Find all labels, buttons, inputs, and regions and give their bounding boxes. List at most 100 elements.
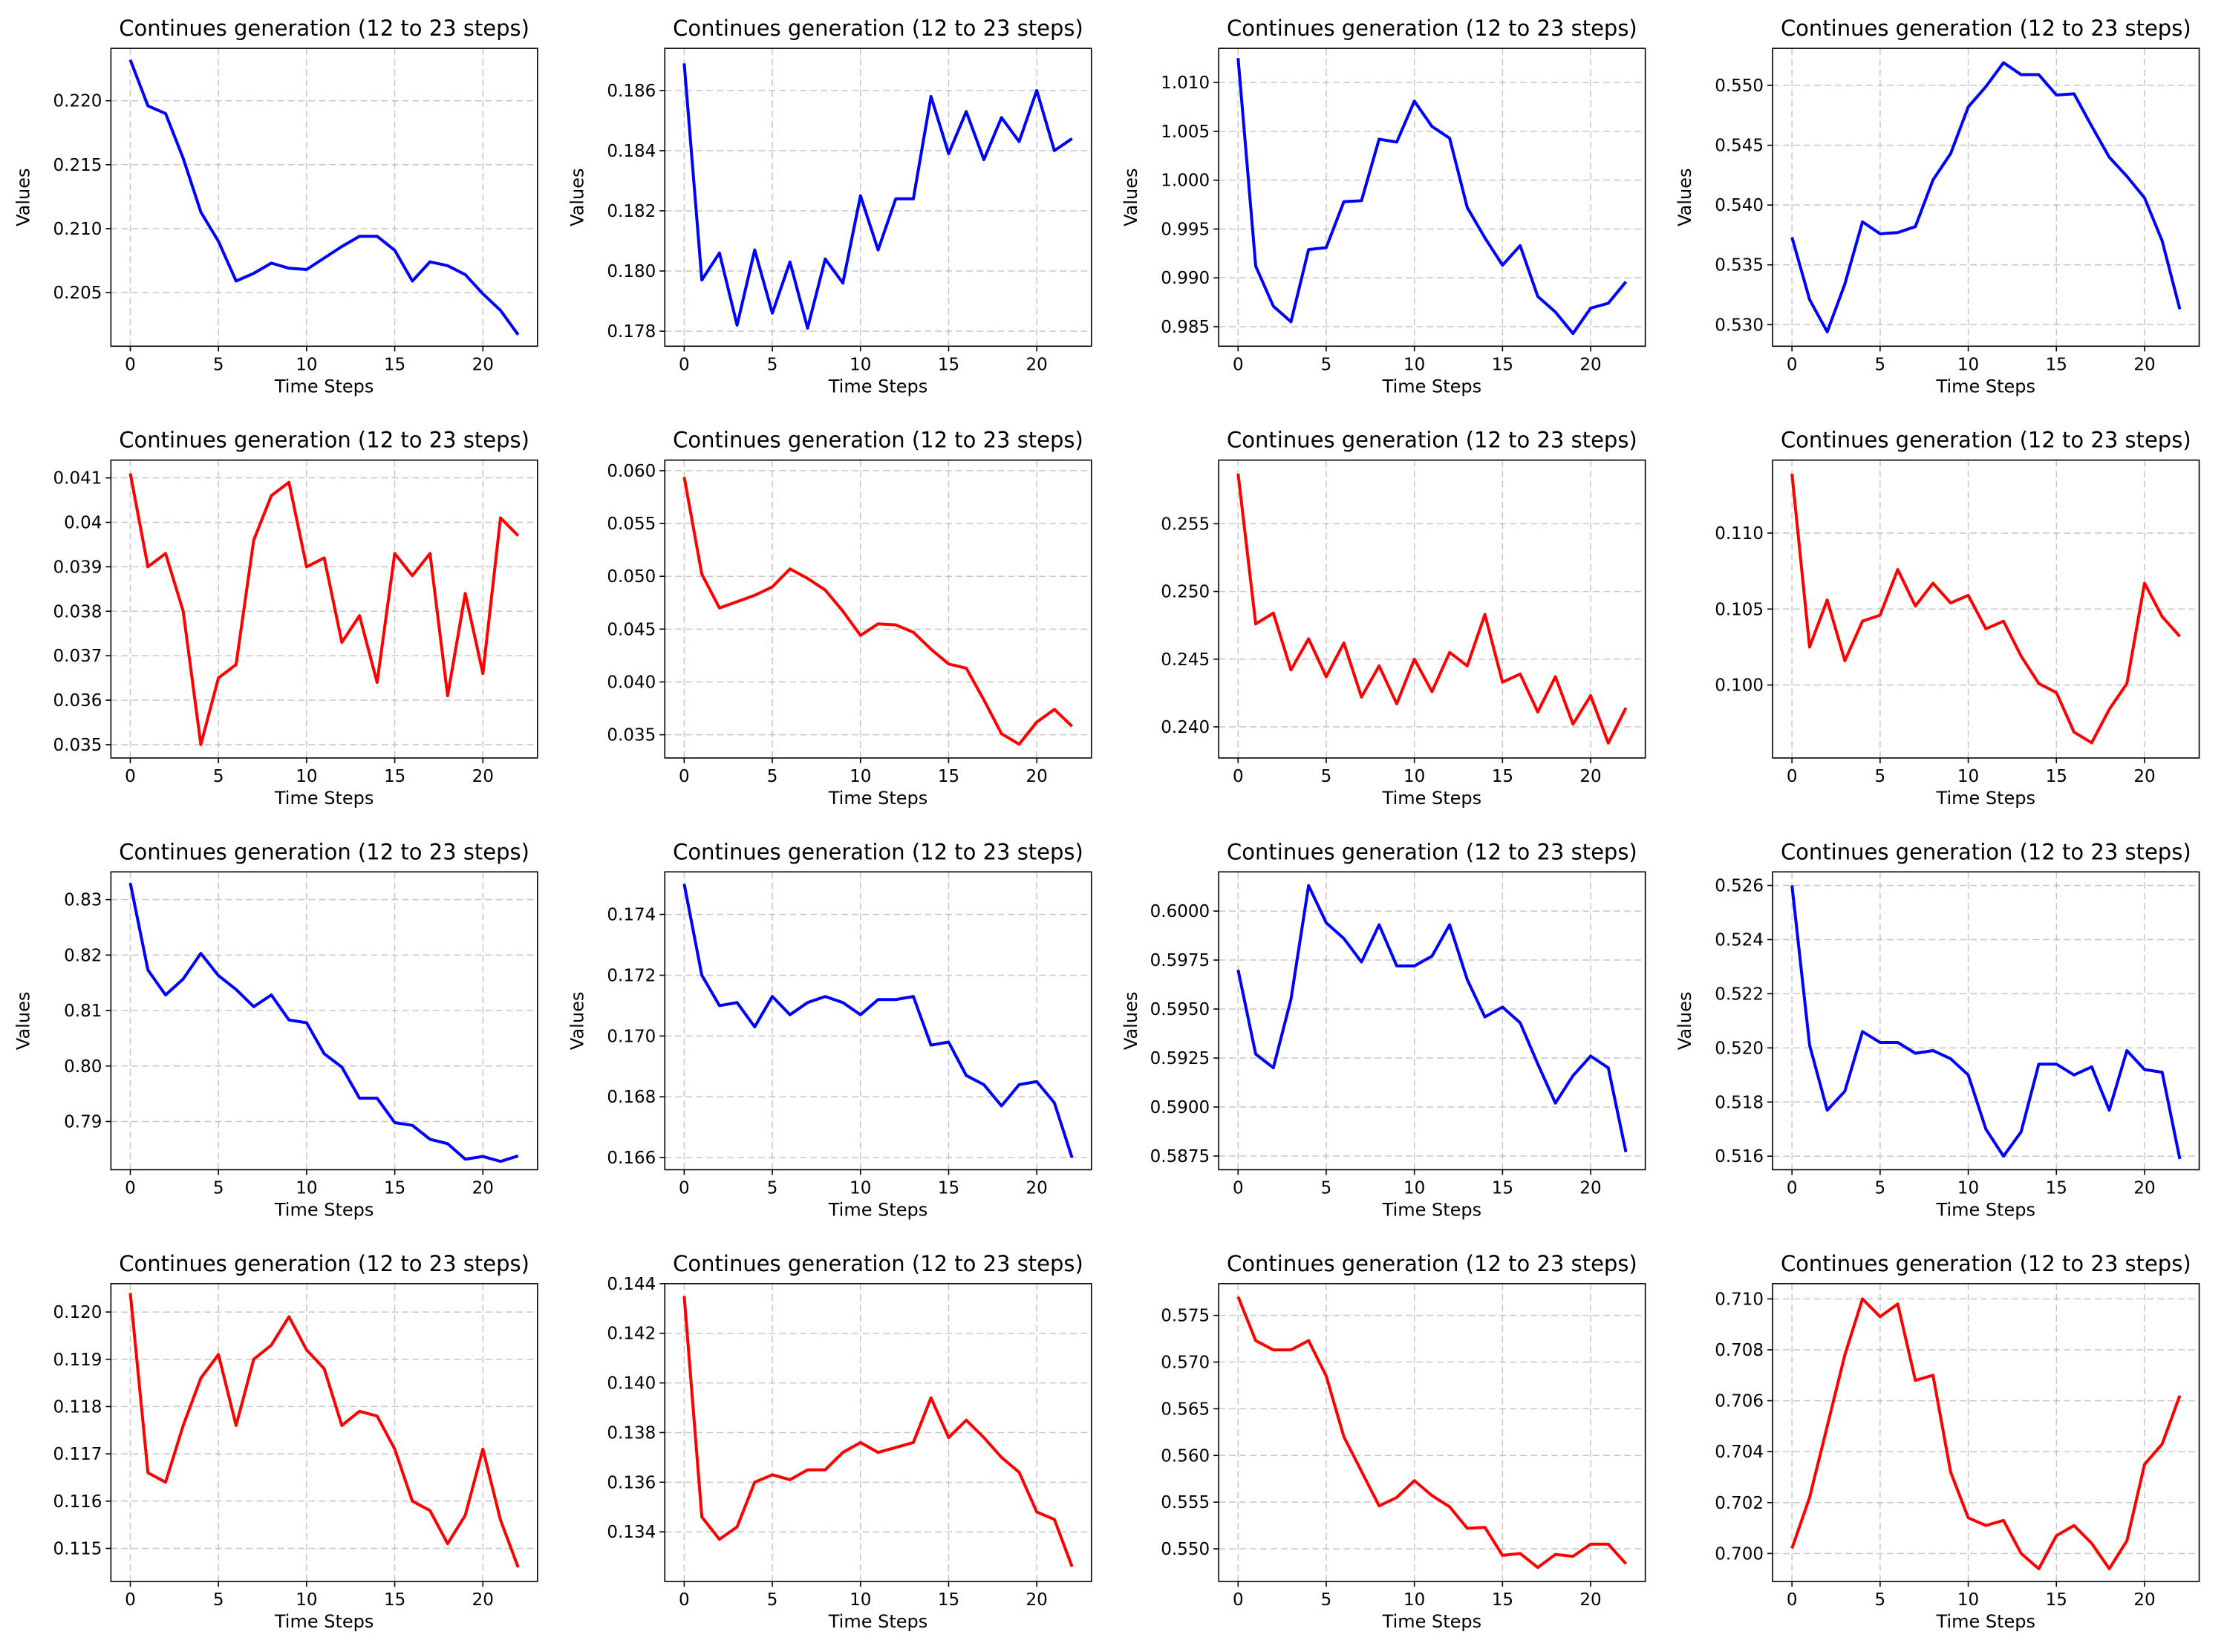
x-axis-label: Time Steps: [1936, 1611, 2036, 1632]
subplot: 0 5 10 15 20 0.530 0.535 0.540 0.545 0.550 Continu…: [1675, 16, 2200, 396]
plot-frame: [1218, 871, 1646, 1171]
x-axis-label: Time Steps: [274, 376, 374, 396]
subplot: 0 5 10 15 20 0.79 0.80 0.81 0.82 0.83 Continues ge…: [13, 839, 538, 1220]
subplot-title: Continues generation (12 to 23 steps): [1781, 839, 2191, 864]
y-tick-label: 0.166: [607, 1149, 656, 1168]
x-tick-label: 15: [2046, 767, 2067, 786]
x-tick-label: 0: [679, 1590, 690, 1610]
y-tick-label: 0.205: [53, 284, 102, 303]
data-line: [1236, 884, 1628, 1153]
y-tick-label: 0.186: [607, 82, 656, 101]
plot-frame: [664, 48, 1092, 347]
y-tick-label: 0.540: [1715, 196, 1764, 215]
x-tick-label: 10: [296, 767, 317, 786]
y-axis-label: Values: [13, 168, 33, 226]
x-tick-label: 20: [1026, 1590, 1048, 1610]
x-tick-label: 5: [213, 767, 224, 786]
y-tick-label: 0.530: [1715, 316, 1764, 335]
data-line: [682, 1296, 1074, 1567]
y-tick-label: 0.215: [53, 156, 102, 175]
x-tick-label: 15: [1492, 1178, 1513, 1198]
x-tick-label: 5: [1321, 767, 1332, 786]
x-tick-label: 15: [384, 1590, 405, 1610]
x-tick-label: 20: [1579, 355, 1601, 374]
x-axis-label: Time Steps: [828, 1199, 928, 1220]
x-tick-label: 5: [767, 1178, 778, 1198]
y-tick-label: 0.560: [1161, 1446, 1210, 1466]
x-tick-label: 0: [125, 1178, 136, 1198]
subplot: 0 5 10 15 20 0.550 0.555 0.560 0.565 0.570 0.575 Co…: [1161, 1251, 1646, 1632]
x-tick-label: 10: [1403, 767, 1425, 786]
subplot-title: Continues generation (12 to 23 steps): [1227, 1251, 1637, 1276]
y-tick-label: 0.83: [64, 891, 102, 910]
x-tick-label: 20: [2133, 1178, 2155, 1198]
subplot: 0 5 10 15 20 0.035 0.036 0.037 0.038 0.039 0.04 0.0…: [53, 428, 538, 809]
subplot: 0 5 10 15 20 0.700 0.702 0.704 0.706 0.708 0.710 Co…: [1715, 1251, 2200, 1632]
y-tick-label: 0.116: [53, 1492, 102, 1512]
y-tick-label: 0.110: [1715, 524, 1764, 543]
x-tick-label: 20: [2133, 767, 2155, 786]
x-tick-label: 20: [1579, 1178, 1601, 1198]
subplot: 0 5 10 15 20 0.240 0.245 0.250 0.255 Continues ge…: [1161, 428, 1646, 809]
subplot-title: Continues generation (12 to 23 steps): [673, 1251, 1083, 1276]
y-tick-label: 0.240: [1161, 718, 1210, 737]
y-tick-label: 0.119: [53, 1351, 102, 1370]
y-tick-label: 0.115: [53, 1539, 102, 1558]
y-tick-label: 0.140: [607, 1374, 656, 1394]
x-tick-label: 5: [767, 355, 778, 374]
y-axis-label: Values: [1675, 168, 1695, 226]
y-tick-label: 0.5900: [1150, 1098, 1210, 1117]
y-tick-label: 0.524: [1715, 930, 1764, 950]
subplot-title: Continues generation (12 to 23 steps): [1781, 16, 2191, 41]
subplot-title: Continues generation (12 to 23 steps): [673, 16, 1083, 41]
x-tick-label: 0: [1787, 767, 1798, 786]
x-tick-label: 10: [1957, 1590, 1979, 1610]
plot-frame: [1218, 48, 1646, 347]
y-tick-label: 0.105: [1715, 600, 1764, 619]
y-tick-label: 0.708: [1715, 1341, 1764, 1360]
x-tick-label: 10: [850, 1590, 871, 1610]
x-tick-label: 15: [938, 1178, 959, 1198]
y-tick-label: 0.5925: [1150, 1049, 1210, 1068]
x-tick-label: 20: [1026, 355, 1048, 374]
x-tick-label: 15: [384, 355, 405, 374]
x-tick-label: 5: [213, 1178, 224, 1198]
x-tick-label: 0: [125, 355, 136, 374]
subplot-title: Continues generation (12 to 23 steps): [119, 16, 529, 41]
x-tick-label: 0: [1233, 1590, 1244, 1610]
y-tick-label: 0.702: [1715, 1494, 1764, 1513]
y-tick-label: 0.170: [607, 1027, 656, 1046]
y-tick-label: 0.037: [53, 647, 102, 666]
x-tick-label: 15: [1492, 1590, 1513, 1610]
x-tick-label: 0: [679, 355, 690, 374]
plot-frame: [110, 459, 538, 759]
x-tick-label: 10: [1957, 355, 1979, 374]
y-tick-label: 0.80: [64, 1057, 102, 1077]
y-tick-label: 0.142: [607, 1325, 656, 1344]
y-tick-label: 0.710: [1715, 1290, 1764, 1309]
y-tick-label: 0.82: [64, 946, 102, 965]
x-tick-label: 10: [296, 355, 317, 374]
y-tick-label: 0.700: [1715, 1544, 1764, 1564]
y-tick-label: 0.6000: [1150, 902, 1210, 921]
subplot: 0 5 10 15 20 0.5875 0.5900 0.5925 0.5950 0.5975 0.…: [1121, 839, 1646, 1220]
data-line: [128, 59, 520, 336]
plot-frame: [110, 871, 538, 1171]
x-tick-label: 5: [767, 1590, 778, 1610]
y-tick-label: 0.035: [53, 736, 102, 755]
x-tick-label: 0: [679, 1178, 690, 1198]
plot-frame: [1772, 1283, 2200, 1582]
x-tick-label: 0: [1787, 355, 1798, 374]
x-tick-label: 20: [472, 767, 494, 786]
y-tick-label: 0.055: [607, 515, 656, 534]
y-tick-label: 0.045: [607, 620, 656, 639]
y-axis-label: Values: [567, 992, 587, 1050]
x-axis-label: Time Steps: [274, 1199, 374, 1220]
y-tick-label: 0.518: [1715, 1093, 1764, 1112]
subplot: 0 5 10 15 20 0.134 0.136 0.138 0.140 0.142 0.144 Co…: [607, 1251, 1092, 1632]
y-tick-label: 0.041: [53, 469, 102, 489]
y-tick-label: 0.060: [607, 462, 656, 481]
x-tick-label: 15: [1492, 767, 1513, 786]
y-tick-label: 0.995: [1161, 220, 1210, 239]
subplot: 0 5 10 15 20 0.100 0.105 0.110 Continues generat…: [1715, 428, 2200, 809]
